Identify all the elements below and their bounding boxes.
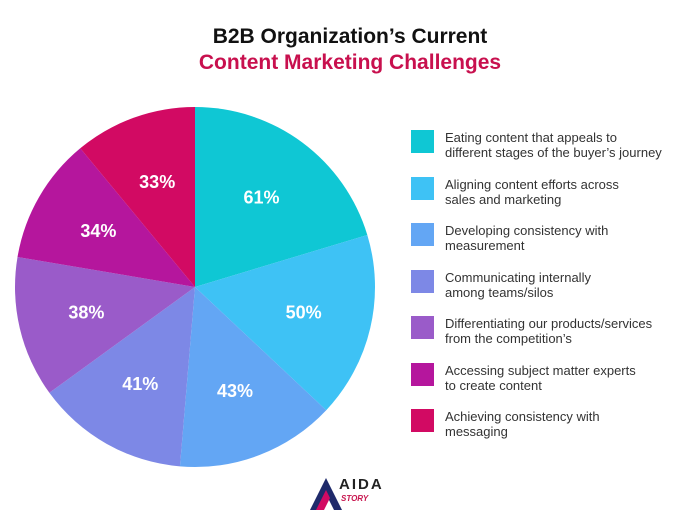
pie-slice-6	[17, 148, 195, 287]
pie-chart: 61% 50% 43% 41% 38% 34% 33%	[14, 107, 376, 467]
pie-slice-2	[195, 234, 376, 411]
title-line-2: Content Marketing Challenges	[198, 51, 502, 74]
legend-label: Differentiating our products/services fr…	[445, 316, 653, 346]
legend-item-3: Developing consistency with measurement	[411, 223, 608, 253]
legend-label: Achieving consistency with messaging	[445, 409, 600, 439]
legend-swatch	[411, 362, 434, 386]
legend-swatch	[411, 223, 434, 246]
pie-slice-4	[49, 287, 196, 467]
legend-label: Communicating internally among teams/sil…	[445, 269, 591, 300]
slice-value-label-2: 50%	[286, 302, 322, 322]
legend-swatch	[411, 176, 434, 200]
legend-swatch	[411, 130, 434, 153]
title-line-1: B2B Organization’s Current	[212, 25, 488, 48]
slice-value-label-1: 61%	[244, 187, 280, 207]
legend-item-2: Aligning content efforts across sales an…	[411, 176, 619, 207]
legend-item-5: Differentiating our products/services fr…	[411, 316, 652, 346]
legend-item-1: Eating content that appeals to different…	[411, 130, 662, 160]
legend-label: Aligning content efforts across sales an…	[445, 176, 619, 207]
legend-swatch	[411, 269, 434, 293]
legend-label: Developing consistency with measurement	[445, 223, 609, 253]
legend-item-6: Accessing subject matter experts to crea…	[411, 362, 636, 393]
legend-item-4: Communicating internally among teams/sil…	[411, 269, 591, 300]
legend-swatch	[411, 409, 434, 432]
logo-wordmark: AIDA	[339, 476, 384, 493]
slice-value-label-5: 38%	[68, 302, 104, 322]
pie-slice-7	[80, 107, 195, 287]
pie-slice-1	[195, 107, 368, 287]
legend-swatch	[411, 316, 434, 339]
aida-story-logo	[310, 478, 342, 510]
pie-slice-3	[179, 287, 327, 467]
legend-label: Eating content that appeals to different…	[445, 130, 662, 160]
logo-subtext: STORY	[341, 494, 369, 503]
slice-value-label-6: 34%	[80, 221, 116, 241]
legend-label: Accessing subject matter experts to crea…	[445, 362, 636, 393]
legend-item-7: Achieving consistency with messaging	[411, 409, 600, 439]
slice-value-label-3: 43%	[217, 381, 253, 401]
chart-title: B2B Organization’s Current Content Marke…	[0, 24, 700, 76]
pie-slice-5	[14, 256, 195, 393]
slice-value-label-4: 41%	[122, 374, 158, 394]
slice-value-label-7: 33%	[139, 172, 175, 192]
